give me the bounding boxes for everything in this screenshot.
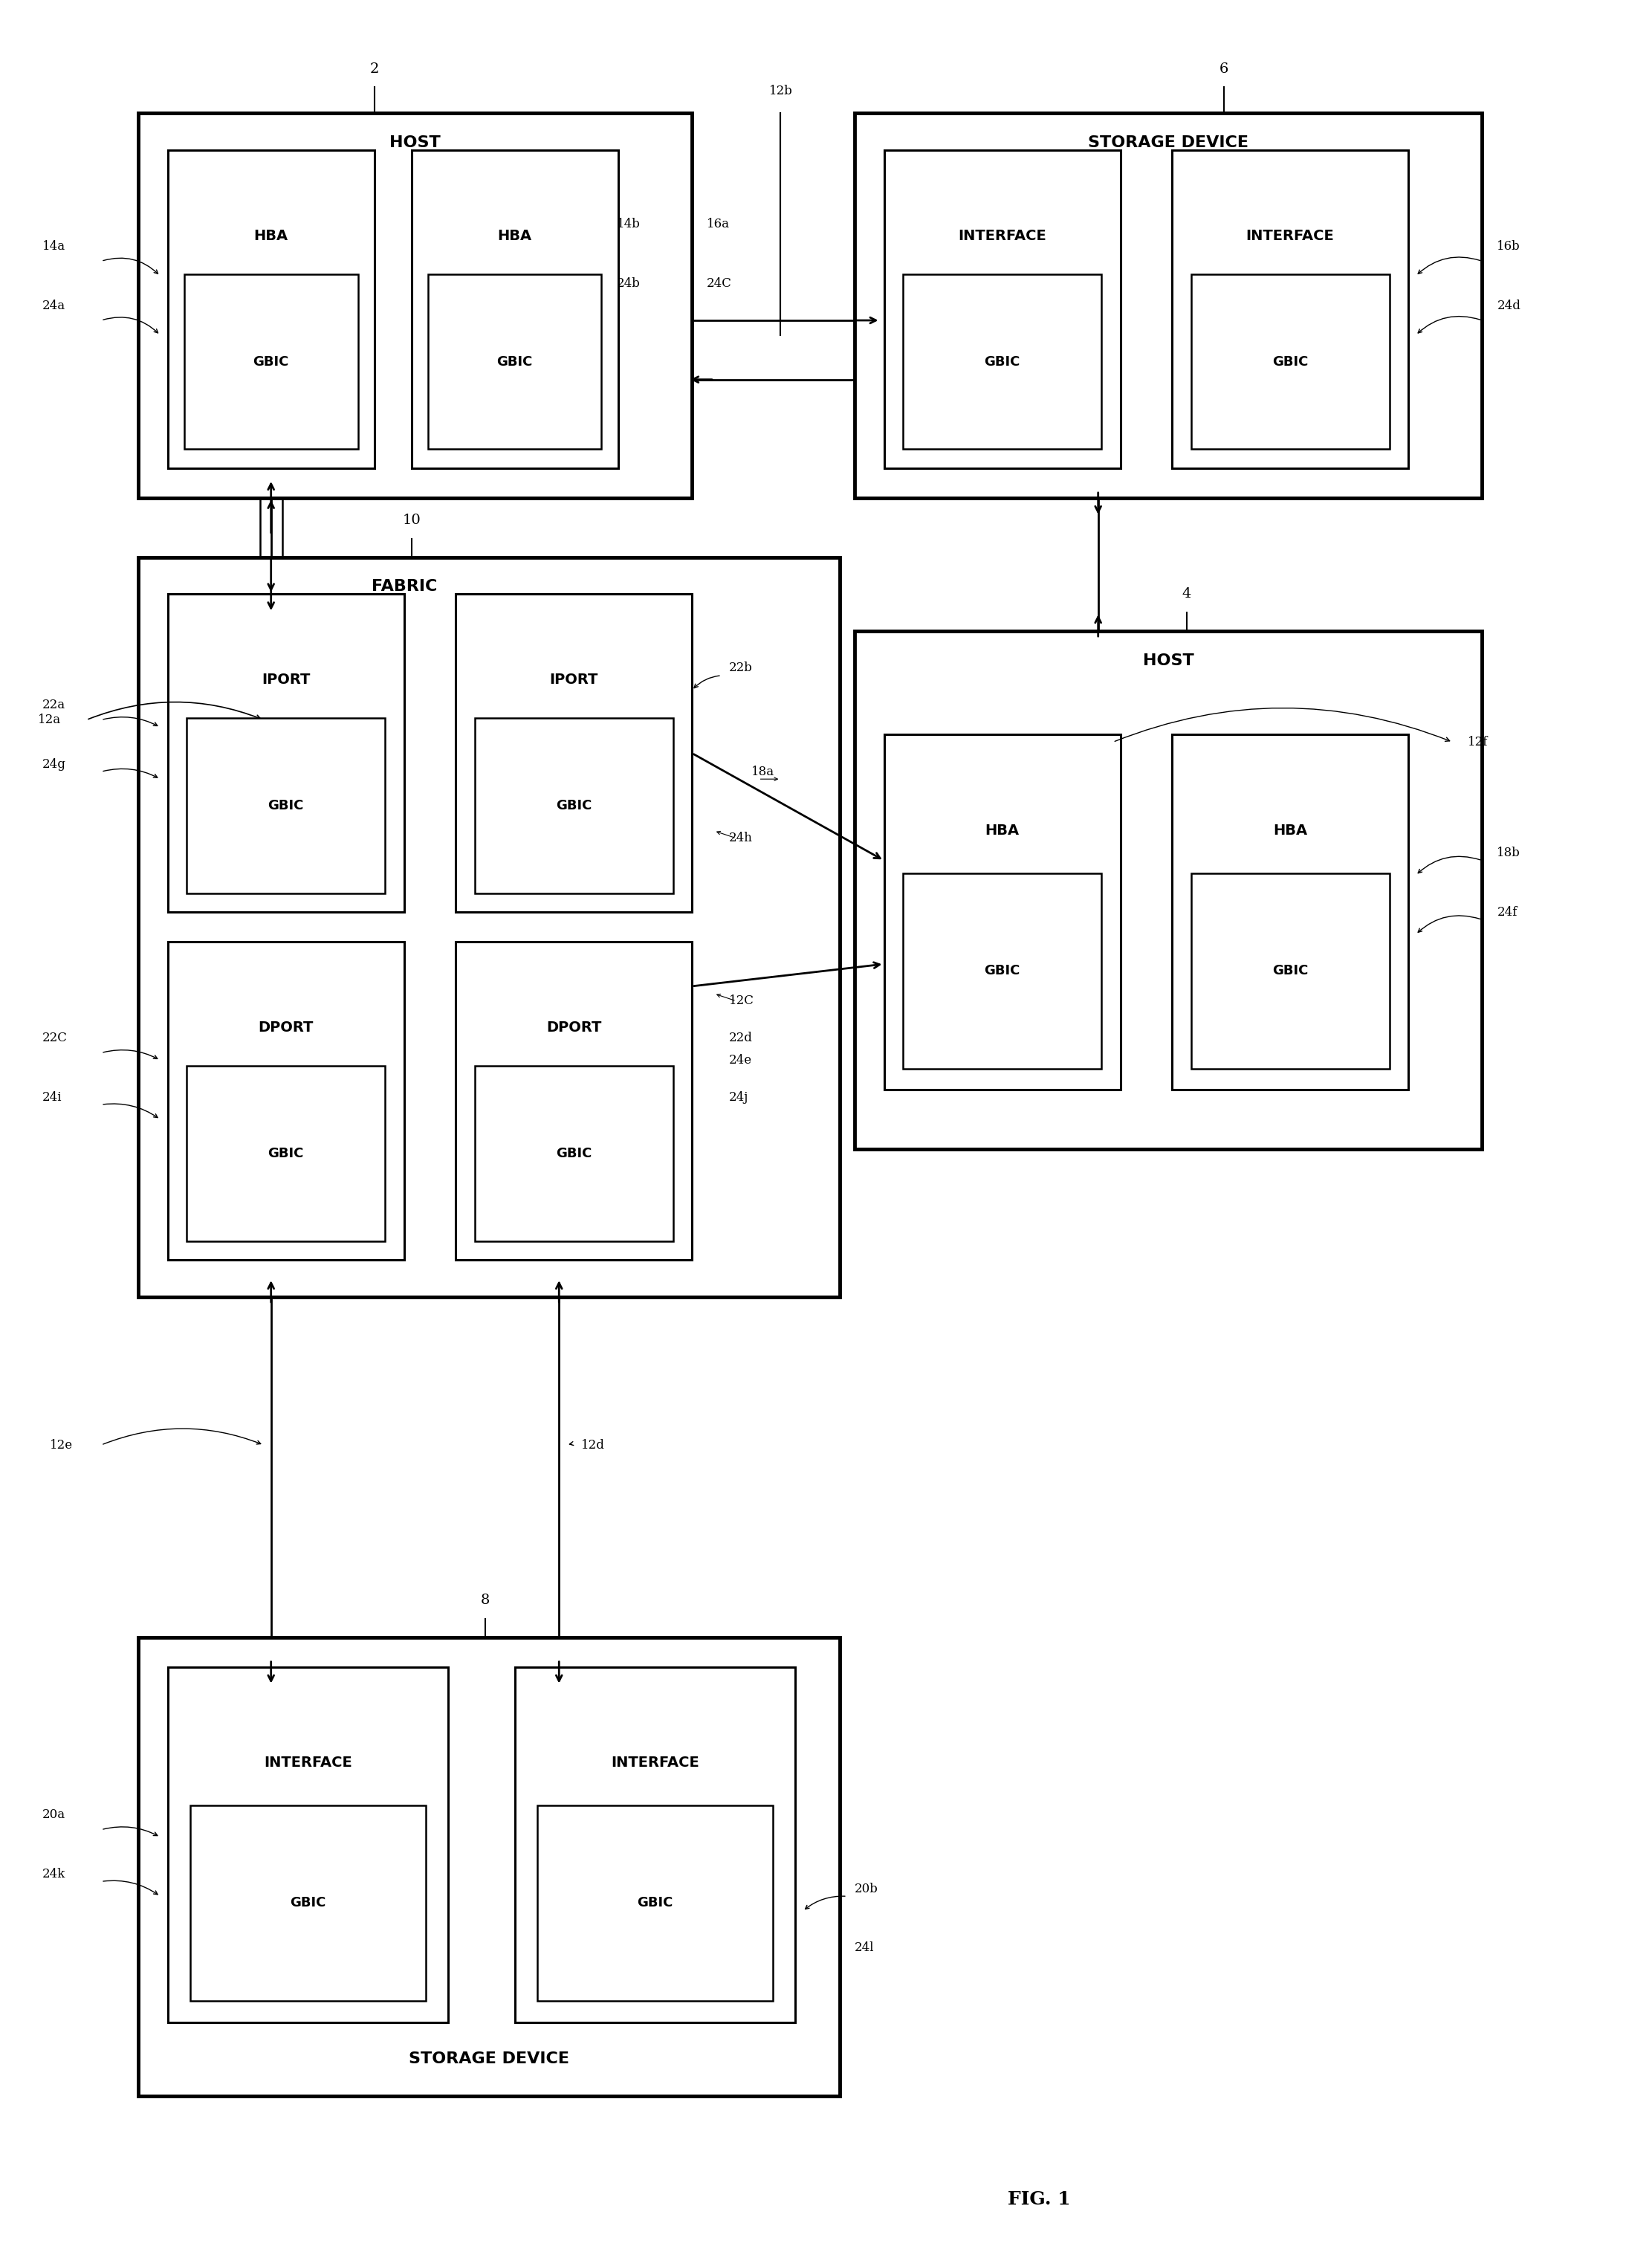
Text: 24h: 24h [729, 831, 753, 844]
Bar [1171, 736, 1408, 1089]
Text: DPORT: DPORT [258, 1021, 314, 1035]
Text: 16a: 16a [707, 217, 730, 231]
Text: 14b: 14b [616, 217, 641, 231]
Bar [1171, 149, 1408, 469]
Text: HBA: HBA [497, 229, 532, 242]
Bar [884, 149, 1120, 469]
Text: INTERFACE: INTERFACE [958, 229, 1046, 242]
Text: FABRIC: FABRIC [372, 580, 438, 593]
Bar [456, 942, 692, 1261]
Text: 24l: 24l [854, 1943, 874, 1954]
Bar [167, 1666, 448, 2022]
Text: 2: 2 [370, 61, 378, 75]
Bar [884, 736, 1120, 1089]
Text: HBA: HBA [985, 824, 1019, 838]
Text: 18b: 18b [1497, 847, 1520, 860]
Text: GBIC: GBIC [555, 1148, 591, 1159]
Bar [411, 149, 618, 469]
Text: GBIC: GBIC [985, 964, 1019, 978]
Text: HBA: HBA [254, 229, 287, 242]
Text: IPORT: IPORT [550, 672, 598, 686]
Text: 20a: 20a [41, 1809, 64, 1820]
Text: 22d: 22d [729, 1032, 753, 1044]
Text: 22b: 22b [729, 661, 753, 675]
Bar [456, 593, 692, 912]
Text: GBIC: GBIC [268, 1148, 304, 1159]
Text: 24e: 24e [729, 1055, 752, 1066]
Text: 22a: 22a [41, 700, 64, 711]
Text: 12b: 12b [768, 84, 793, 97]
Text: 24k: 24k [41, 1868, 66, 1881]
Text: GBIC: GBIC [1272, 355, 1308, 369]
Text: GBIC: GBIC [497, 355, 532, 369]
Text: GBIC: GBIC [985, 355, 1019, 369]
Bar [428, 274, 601, 448]
Text: 12C: 12C [729, 994, 753, 1007]
Bar [187, 1066, 385, 1241]
Text: 14a: 14a [41, 240, 64, 254]
Text: 22C: 22C [41, 1032, 68, 1044]
Text: STORAGE DEVICE: STORAGE DEVICE [1089, 136, 1249, 149]
Bar [537, 1804, 773, 2001]
Bar [167, 149, 375, 469]
Bar [474, 718, 672, 894]
Bar [1191, 874, 1389, 1069]
Text: INTERFACE: INTERFACE [1246, 229, 1335, 242]
Text: GBIC: GBIC [291, 1897, 325, 1911]
Text: GBIC: GBIC [1272, 964, 1308, 978]
Bar [190, 1804, 426, 2001]
Text: HOST: HOST [390, 136, 441, 149]
Text: 12e: 12e [50, 1438, 73, 1451]
Bar [854, 632, 1482, 1150]
Text: 18a: 18a [752, 765, 775, 779]
Text: GBIC: GBIC [268, 799, 304, 813]
Text: INTERFACE: INTERFACE [611, 1757, 699, 1770]
Text: STORAGE DEVICE: STORAGE DEVICE [408, 2051, 570, 2067]
Bar [139, 113, 692, 498]
Text: IPORT: IPORT [261, 672, 311, 686]
Text: DPORT: DPORT [547, 1021, 601, 1035]
Text: HBA: HBA [1274, 824, 1307, 838]
Text: 24j: 24j [729, 1091, 748, 1103]
Text: 24d: 24d [1497, 299, 1520, 312]
Text: 24g: 24g [41, 758, 66, 770]
Text: 24f: 24f [1497, 906, 1517, 919]
Text: 24C: 24C [707, 276, 732, 290]
Text: 6: 6 [1219, 61, 1229, 75]
Bar [515, 1666, 795, 2022]
Text: INTERFACE: INTERFACE [264, 1757, 352, 1770]
Bar [187, 718, 385, 894]
Bar [167, 593, 405, 912]
Text: FIG. 1: FIG. 1 [1008, 2192, 1070, 2210]
Text: 8: 8 [481, 1594, 489, 1607]
Text: GBIC: GBIC [555, 799, 591, 813]
Bar [183, 274, 358, 448]
Bar [1191, 274, 1389, 448]
Bar [474, 1066, 672, 1241]
Bar [904, 874, 1102, 1069]
Text: 24i: 24i [41, 1091, 61, 1103]
Bar [904, 274, 1102, 448]
Text: GBIC: GBIC [253, 355, 289, 369]
Text: 20b: 20b [854, 1884, 879, 1895]
Text: 16b: 16b [1497, 240, 1520, 254]
Text: 12a: 12a [38, 713, 61, 727]
Text: HOST: HOST [1143, 654, 1194, 668]
Bar [139, 557, 839, 1297]
Text: 12d: 12d [582, 1438, 605, 1451]
Text: 12f: 12f [1467, 736, 1488, 749]
Text: 24b: 24b [616, 276, 641, 290]
Text: 10: 10 [401, 514, 421, 528]
Text: 4: 4 [1183, 586, 1191, 600]
Bar [167, 942, 405, 1261]
Bar [854, 113, 1482, 498]
Text: GBIC: GBIC [638, 1897, 672, 1911]
Bar [139, 1637, 839, 2096]
Text: 24a: 24a [41, 299, 64, 312]
